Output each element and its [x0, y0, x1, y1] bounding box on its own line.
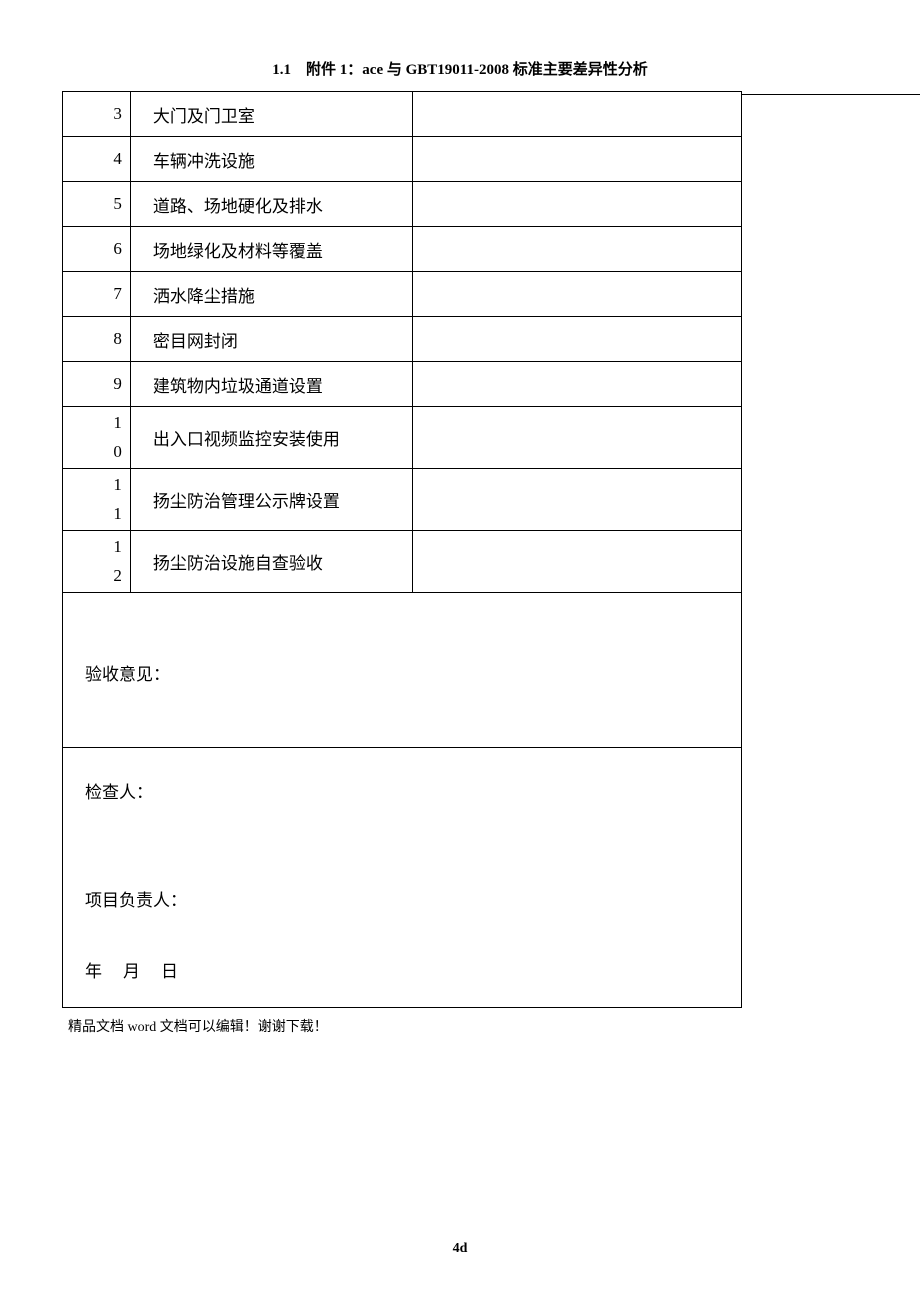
- opinion-row: 验收意见：: [63, 593, 742, 748]
- table-row: 4 车辆冲洗设施: [63, 137, 742, 182]
- row-item: 车辆冲洗设施: [130, 137, 412, 182]
- row-result: [412, 362, 741, 407]
- row-result: [412, 317, 741, 362]
- row-result: [412, 469, 741, 531]
- row-number: 10: [63, 407, 131, 469]
- row-number: 5: [63, 182, 131, 227]
- opinion-cell: 验收意见：: [63, 593, 742, 748]
- table-row: 11 扬尘防治管理公示牌设置: [63, 469, 742, 531]
- row-result: [412, 137, 741, 182]
- inspection-table: 3 大门及门卫室 4 车辆冲洗设施 5 道路、场地硬化及排水 6 场地绿化及材料…: [62, 91, 742, 1008]
- footer-text: 精品文档 word 文档可以编辑！谢谢下载！: [68, 1016, 920, 1036]
- table-row: 10 出入口视频监控安装使用: [63, 407, 742, 469]
- row-item: 扬尘防治设施自查验收: [130, 531, 412, 593]
- row-number: 8: [63, 317, 131, 362]
- row-number: 6: [63, 227, 131, 272]
- row-number: 7: [63, 272, 131, 317]
- row-item: 道路、场地硬化及排水: [130, 182, 412, 227]
- row-item: 场地绿化及材料等覆盖: [130, 227, 412, 272]
- table-row: 9 建筑物内垃圾通道设置: [63, 362, 742, 407]
- row-number: 11: [63, 469, 131, 531]
- row-item: 洒水降尘措施: [130, 272, 412, 317]
- row-number: 12: [63, 531, 131, 593]
- row-number: 4: [63, 137, 131, 182]
- row-item: 扬尘防治管理公示牌设置: [130, 469, 412, 531]
- page-header: 1.1 附件 1：ace 与 GBT19011-2008 标准主要差异性分析: [0, 0, 920, 91]
- row-item: 出入口视频监控安装使用: [130, 407, 412, 469]
- inspector-label: 检查人：: [85, 783, 153, 802]
- row-result: [412, 407, 741, 469]
- row-result: [412, 92, 741, 137]
- header-rule: [742, 94, 920, 95]
- table-row: 12 扬尘防治设施自查验收: [63, 531, 742, 593]
- row-result: [412, 531, 741, 593]
- row-result: [412, 227, 741, 272]
- date-label: 年 月 日: [85, 962, 180, 981]
- row-number: 9: [63, 362, 131, 407]
- table-row: 3 大门及门卫室: [63, 92, 742, 137]
- row-item: 建筑物内垃圾通道设置: [130, 362, 412, 407]
- page-number: 4d: [0, 1241, 920, 1257]
- inspector-row: 检查人： 项目负责人： 年 月 日: [63, 748, 742, 1008]
- table-row: 8 密目网封闭: [63, 317, 742, 362]
- header-title: 1.1 附件 1：ace 与 GBT19011-2008 标准主要差异性分析: [272, 62, 647, 78]
- row-item: 密目网封闭: [130, 317, 412, 362]
- table-row: 7 洒水降尘措施: [63, 272, 742, 317]
- row-result: [412, 272, 741, 317]
- table-row: 6 场地绿化及材料等覆盖: [63, 227, 742, 272]
- inspector-cell: 检查人： 项目负责人： 年 月 日: [63, 748, 742, 1008]
- project-leader-label: 项目负责人：: [85, 891, 187, 910]
- row-item: 大门及门卫室: [130, 92, 412, 137]
- opinion-label: 验收意见：: [85, 665, 170, 684]
- table-row: 5 道路、场地硬化及排水: [63, 182, 742, 227]
- row-result: [412, 182, 741, 227]
- row-number: 3: [63, 92, 131, 137]
